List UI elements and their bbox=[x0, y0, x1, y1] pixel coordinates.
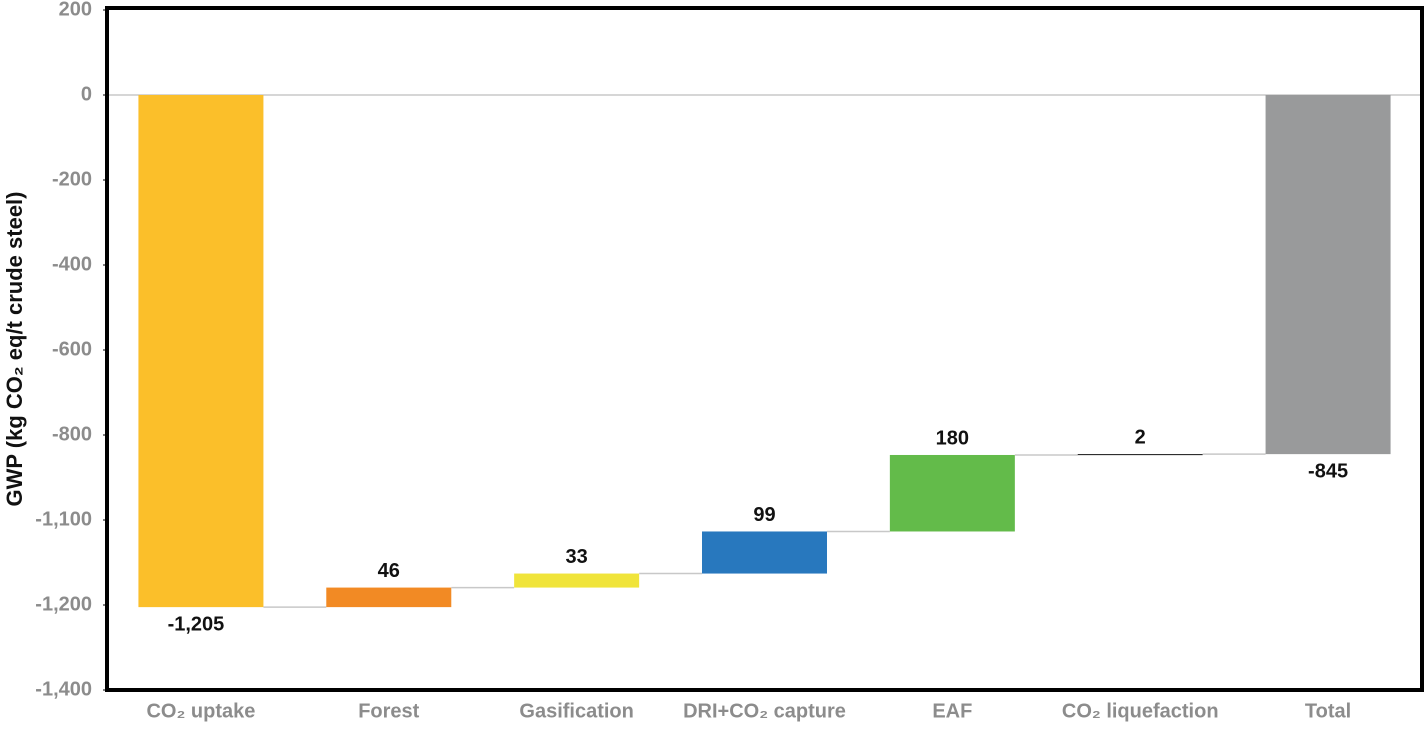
value-label: 99 bbox=[753, 504, 775, 526]
y-axis-label: GWP (kg CO₂ eq/t crude steel) bbox=[2, 192, 27, 507]
bar bbox=[138, 95, 264, 608]
y-tick-label: -1,100 bbox=[35, 508, 92, 530]
y-tick-label: -800 bbox=[52, 423, 92, 445]
bar bbox=[889, 454, 1015, 532]
x-tick-label: CO₂ liquefaction bbox=[1062, 700, 1219, 722]
plot-frame bbox=[105, 6, 1424, 692]
y-tick-label: 0 bbox=[81, 83, 92, 105]
value-label: 180 bbox=[936, 427, 969, 449]
y-tick-label: -1,400 bbox=[35, 678, 92, 700]
x-tick-label: EAF bbox=[932, 700, 972, 722]
bar bbox=[514, 573, 640, 588]
bar bbox=[1265, 95, 1391, 455]
y-tick-label: -1,200 bbox=[35, 593, 92, 615]
value-label: 33 bbox=[566, 546, 588, 568]
value-label: -1,205 bbox=[168, 613, 225, 635]
x-tick-label: Forest bbox=[358, 700, 419, 722]
x-tick-label: Total bbox=[1305, 700, 1351, 722]
y-tick-label: -600 bbox=[52, 338, 92, 360]
y-tick-label: 200 bbox=[59, 0, 92, 20]
x-tick-label: Gasification bbox=[519, 700, 633, 722]
x-tick-label: CO₂ uptake bbox=[146, 700, 255, 722]
value-label: 46 bbox=[378, 560, 400, 582]
value-label: 2 bbox=[1135, 426, 1146, 448]
bar bbox=[702, 531, 827, 574]
x-tick-label: DRI+CO₂ capture bbox=[683, 700, 846, 722]
bar bbox=[1077, 454, 1203, 456]
value-label: -845 bbox=[1308, 460, 1348, 482]
bar bbox=[326, 587, 452, 608]
y-tick-label: -200 bbox=[52, 168, 92, 190]
y-tick-label: -400 bbox=[52, 253, 92, 275]
